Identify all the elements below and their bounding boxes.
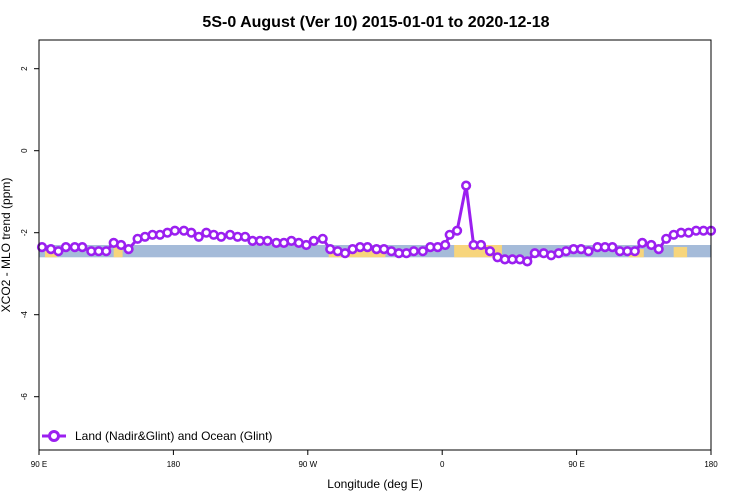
- data-point: [629, 246, 640, 257]
- y-tick-label: 0: [20, 148, 29, 153]
- x-tick-label: 90 E: [568, 460, 584, 469]
- data-point: [607, 242, 618, 253]
- land-segment: [328, 249, 386, 258]
- data-point: [123, 244, 134, 255]
- y-tick-label: -2: [20, 229, 29, 237]
- data-point: [340, 248, 351, 259]
- y-tick-label: 2: [20, 66, 29, 71]
- data-point: [461, 180, 472, 191]
- data-point: [362, 242, 373, 253]
- series-layer: [36, 180, 717, 267]
- data-point: [60, 242, 72, 253]
- land-segment: [673, 247, 688, 258]
- y-axis: 2 0 -2 -4 -6: [20, 66, 39, 400]
- data-point: [101, 246, 112, 257]
- legend-marker: [48, 430, 60, 442]
- plot-area: [36, 39, 717, 451]
- land-segment: [44, 251, 57, 258]
- data-point: [637, 237, 648, 248]
- legend-label: Land (Nadir&Glint) and Ocean (Glint): [75, 429, 272, 443]
- legend: Land (Nadir&Glint) and Ocean (Glint): [42, 429, 272, 443]
- y-axis-label: XCO2 - MLO trend (ppm): [0, 178, 13, 313]
- x-tick-label: 90 E: [31, 460, 47, 469]
- data-point: [653, 244, 664, 255]
- data-point: [444, 229, 455, 240]
- x-tick-label: 0: [440, 460, 445, 469]
- chart-title: 5S-0 August (Ver 10) 2015-01-01 to 2020-…: [202, 14, 549, 31]
- data-point: [317, 233, 328, 244]
- x-tick-label: 90 W: [298, 460, 317, 469]
- data-point: [484, 246, 496, 257]
- data-point: [169, 225, 180, 236]
- data-point: [646, 239, 657, 251]
- data-point: [452, 225, 463, 236]
- data-point: [240, 231, 251, 242]
- x-axis: 90 E 180 90 W 0 90 E 180: [31, 450, 718, 469]
- x-axis-label: Longitude (deg E): [327, 477, 422, 491]
- y-tick-label: -6: [20, 393, 29, 401]
- data-point: [440, 239, 451, 251]
- data-point: [36, 242, 48, 253]
- data-point: [417, 246, 428, 257]
- data-point: [301, 239, 312, 251]
- data-point: [661, 233, 672, 244]
- data-point: [583, 246, 594, 257]
- x-tick-label: 180: [167, 460, 181, 469]
- data-point: [475, 239, 487, 251]
- x-tick-label: 180: [704, 460, 718, 469]
- data-point: [308, 235, 319, 246]
- data-point: [216, 231, 227, 242]
- data-point: [77, 242, 88, 253]
- data-point: [115, 239, 127, 251]
- data-point: [193, 231, 204, 242]
- land-segment: [113, 247, 123, 258]
- plot-frame: [38, 39, 712, 451]
- y-tick-label: -4: [20, 311, 29, 319]
- data-point: [186, 227, 197, 238]
- data-point: [522, 256, 533, 267]
- data-point: [262, 235, 273, 246]
- data-point: [529, 248, 540, 259]
- data-point: [408, 246, 419, 257]
- data-point: [53, 246, 64, 257]
